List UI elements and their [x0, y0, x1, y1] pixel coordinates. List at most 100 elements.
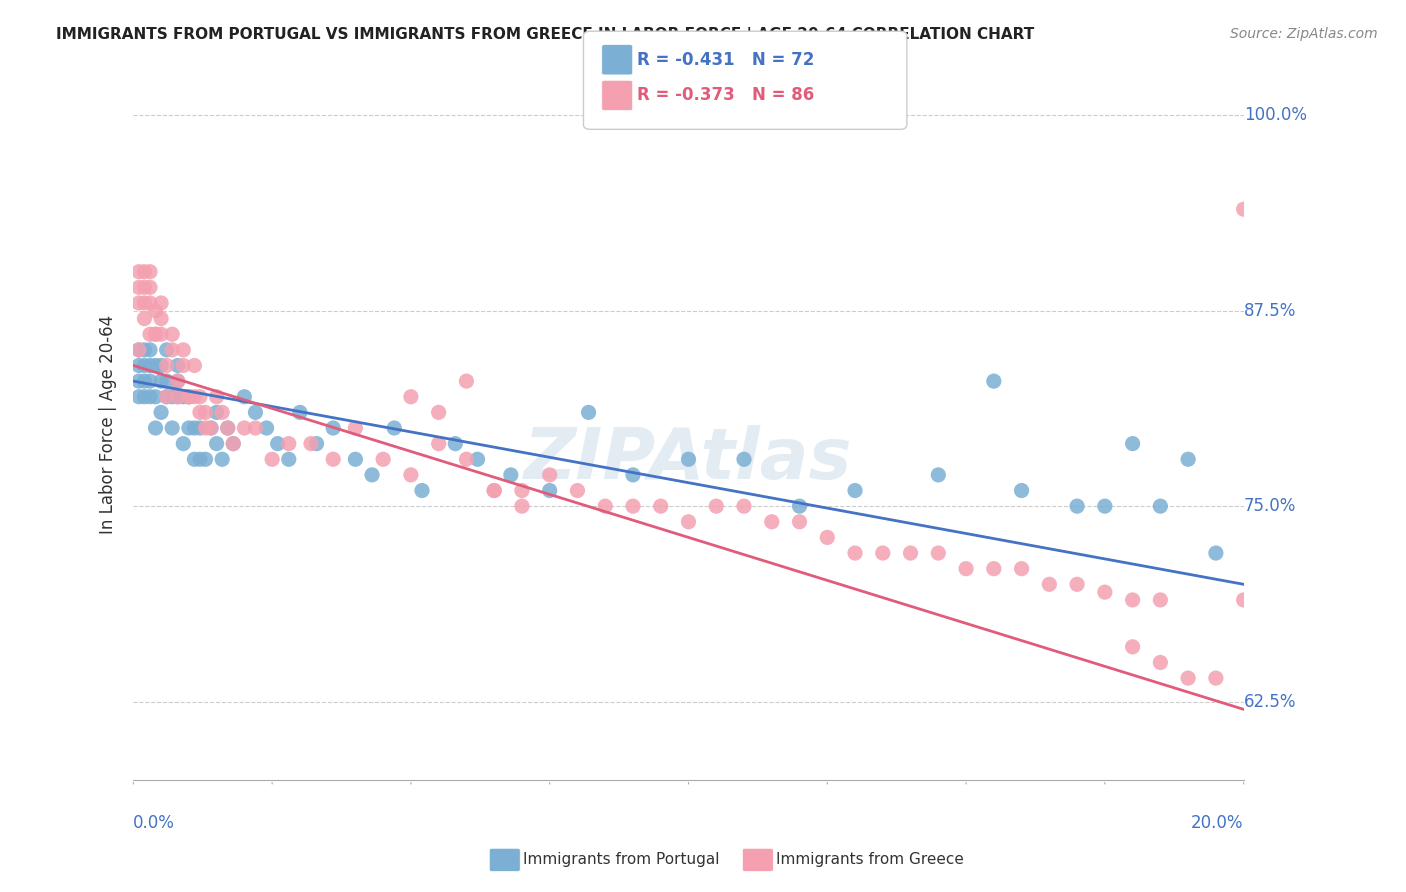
Immigrants from Greece	[844, 546, 866, 560]
Immigrants from Portugal	[139, 343, 162, 357]
Immigrants from Greece	[322, 452, 344, 467]
Immigrants from Greece	[139, 296, 162, 310]
Text: IMMIGRANTS FROM PORTUGAL VS IMMIGRANTS FROM GREECE IN LABOR FORCE | AGE 20-64 CO: IMMIGRANTS FROM PORTUGAL VS IMMIGRANTS F…	[56, 27, 1035, 43]
Immigrants from Greece	[704, 499, 727, 513]
Immigrants from Greece	[166, 390, 188, 404]
Immigrants from Portugal	[177, 421, 200, 435]
Immigrants from Portugal	[322, 421, 344, 435]
Immigrants from Portugal	[172, 390, 194, 404]
Immigrants from Greece	[233, 421, 256, 435]
Immigrants from Greece	[621, 499, 644, 513]
Immigrants from Portugal	[200, 421, 222, 435]
Immigrants from Portugal	[538, 483, 561, 498]
Immigrants from Greece	[373, 452, 395, 467]
Immigrants from Portugal	[305, 436, 328, 450]
Immigrants from Greece	[1233, 593, 1256, 607]
Immigrants from Greece	[150, 327, 173, 342]
Immigrants from Portugal	[128, 374, 150, 388]
Immigrants from Greece	[145, 327, 167, 342]
Immigrants from Greece	[927, 546, 949, 560]
Immigrants from Greece	[650, 499, 672, 513]
Immigrants from Portugal	[245, 405, 267, 419]
Immigrants from Greece	[1011, 562, 1033, 576]
Immigrants from Greece	[1038, 577, 1060, 591]
Immigrants from Portugal	[145, 421, 167, 435]
Immigrants from Greece	[456, 374, 478, 388]
Immigrants from Portugal	[156, 343, 179, 357]
Immigrants from Portugal	[128, 343, 150, 357]
Immigrants from Greece	[128, 343, 150, 357]
Immigrants from Portugal	[444, 436, 467, 450]
Immigrants from Greece	[183, 390, 205, 404]
Immigrants from Greece	[128, 280, 150, 294]
Immigrants from Greece	[399, 467, 422, 482]
Immigrants from Portugal	[183, 452, 205, 467]
Immigrants from Greece	[188, 390, 211, 404]
Immigrants from Greece	[160, 343, 183, 357]
Immigrants from Portugal	[1122, 436, 1144, 450]
Immigrants from Portugal	[134, 374, 156, 388]
Immigrants from Portugal	[145, 390, 167, 404]
Immigrants from Portugal	[145, 359, 167, 373]
Immigrants from Portugal	[467, 452, 489, 467]
Immigrants from Portugal	[166, 390, 188, 404]
Immigrants from Portugal	[844, 483, 866, 498]
Immigrants from Portugal	[128, 390, 150, 404]
Immigrants from Greece	[128, 296, 150, 310]
Immigrants from Greece	[427, 405, 450, 419]
Immigrants from Greece	[399, 390, 422, 404]
Immigrants from Greece	[150, 296, 173, 310]
Immigrants from Portugal	[361, 467, 384, 482]
Immigrants from Greece	[172, 359, 194, 373]
Immigrants from Portugal	[160, 390, 183, 404]
Immigrants from Portugal	[1066, 499, 1088, 513]
Immigrants from Greece	[344, 421, 367, 435]
Immigrants from Portugal	[733, 452, 755, 467]
Immigrants from Portugal	[156, 374, 179, 388]
Immigrants from Greece	[733, 499, 755, 513]
Immigrants from Portugal	[217, 421, 239, 435]
Immigrants from Greece	[482, 483, 505, 498]
Immigrants from Portugal	[411, 483, 433, 498]
Immigrants from Portugal	[139, 390, 162, 404]
Immigrants from Portugal	[134, 359, 156, 373]
Immigrants from Portugal	[1177, 452, 1199, 467]
Immigrants from Greece	[761, 515, 783, 529]
Y-axis label: In Labor Force | Age 20-64: In Labor Force | Age 20-64	[100, 315, 117, 533]
Immigrants from Greece	[789, 515, 811, 529]
Immigrants from Greece	[156, 359, 179, 373]
Text: 75.0%: 75.0%	[1244, 497, 1296, 516]
Immigrants from Portugal	[1149, 499, 1171, 513]
Immigrants from Greece	[145, 303, 167, 318]
Immigrants from Portugal	[266, 436, 288, 450]
Immigrants from Greece	[134, 311, 156, 326]
Immigrants from Portugal	[277, 452, 299, 467]
Immigrants from Greece	[1122, 640, 1144, 654]
Immigrants from Portugal	[150, 405, 173, 419]
Immigrants from Greece	[194, 405, 217, 419]
Immigrants from Portugal	[288, 405, 311, 419]
Immigrants from Greece	[1233, 202, 1256, 217]
Immigrants from Greece	[1122, 593, 1144, 607]
Immigrants from Greece	[177, 390, 200, 404]
Immigrants from Portugal	[789, 499, 811, 513]
Immigrants from Portugal	[166, 359, 188, 373]
Immigrants from Greece	[166, 374, 188, 388]
Text: 20.0%: 20.0%	[1191, 814, 1244, 832]
Text: Immigrants from Portugal: Immigrants from Portugal	[523, 853, 720, 867]
Immigrants from Portugal	[256, 421, 278, 435]
Immigrants from Portugal	[188, 421, 211, 435]
Immigrants from Portugal	[233, 390, 256, 404]
Immigrants from Greece	[211, 405, 233, 419]
Immigrants from Portugal	[1011, 483, 1033, 498]
Immigrants from Greece	[128, 265, 150, 279]
Immigrants from Greece	[134, 296, 156, 310]
Immigrants from Portugal	[211, 452, 233, 467]
Immigrants from Portugal	[382, 421, 405, 435]
Immigrants from Greece	[1149, 656, 1171, 670]
Immigrants from Greece	[145, 327, 167, 342]
Immigrants from Greece	[134, 280, 156, 294]
Immigrants from Greece	[983, 562, 1005, 576]
Immigrants from Portugal	[183, 421, 205, 435]
Immigrants from Greece	[510, 483, 533, 498]
